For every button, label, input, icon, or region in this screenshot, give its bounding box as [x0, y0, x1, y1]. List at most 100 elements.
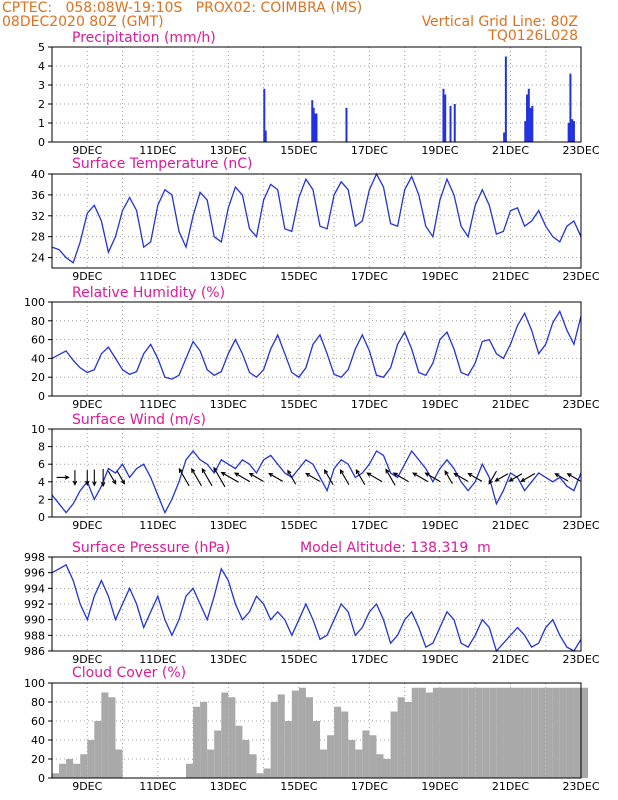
cloud-bar: [376, 754, 384, 778]
temp-xtick-label: 19DEC: [421, 270, 458, 283]
cloud-bar: [581, 687, 589, 778]
cloud-bar: [559, 687, 567, 778]
rh-xtick-label: 15DEC: [280, 398, 317, 411]
temp-frame: [51, 173, 582, 269]
pres-ytick-label: 994: [24, 582, 45, 595]
wind-arrow: [116, 470, 126, 485]
cloud-bar: [263, 768, 271, 778]
precip-bar: [524, 121, 527, 142]
precip-ytick-label: 0: [38, 136, 45, 149]
pres-ytick-label: 986: [24, 645, 45, 658]
cloud-bar: [369, 735, 377, 778]
wind-xtick-label: 11DEC: [139, 519, 176, 532]
cloud-xtick-label: 19DEC: [421, 780, 458, 793]
cloud-bar: [277, 694, 285, 778]
cloud-bar: [446, 687, 455, 778]
cloud-bar: [348, 740, 356, 778]
wind-arrow: [248, 472, 264, 482]
wind-arrow: [554, 473, 569, 482]
cloud-bar: [327, 735, 335, 778]
cloud-bar: [524, 687, 532, 778]
cloud-bar: [341, 711, 349, 778]
pres-ytick-label: 996: [24, 567, 45, 580]
cloud-bar: [214, 730, 222, 778]
precip-frame: [51, 46, 582, 143]
cloud-bar: [59, 763, 67, 778]
cloud-xtick-label: 9DEC: [72, 780, 102, 793]
pres-xtick-label: 13DEC: [210, 653, 247, 666]
wind-arrow: [220, 471, 239, 483]
temp-ytick-label: 24: [31, 252, 45, 265]
cloud-bar: [418, 687, 426, 778]
precip-bar: [569, 73, 572, 142]
temp-ytick-label: 36: [31, 189, 45, 202]
cloud-bar: [439, 687, 447, 778]
rh-frame: [51, 301, 582, 397]
cloud-bar: [101, 692, 109, 778]
wind-arrow: [268, 472, 284, 482]
cloud-bar: [200, 702, 208, 778]
wind-arrow: [467, 472, 483, 482]
precip-panel: 0 1 2 3 4 5 9DEC 11DEC 13DEC 15DEC 17DEC 19DEC 21DEC…: [38, 41, 600, 157]
precip-ytick-label: 5: [38, 41, 45, 54]
wind-xtick-label: 17DEC: [351, 519, 388, 532]
precip-bar: [572, 121, 575, 142]
rh-xtick-label: 23DEC: [562, 398, 599, 411]
wind-arrow: [366, 472, 383, 483]
rh-series-line: [51, 309, 582, 380]
cloud-bar: [52, 773, 60, 778]
precip-bar: [503, 132, 506, 142]
precip-bar: [526, 94, 529, 142]
wind-arrow: [92, 469, 97, 487]
header-grid-line: Vertical Grid Line: 80Z: [422, 14, 578, 30]
temp-title: Surface Temperature (nC): [72, 156, 253, 172]
wind-arrow: [385, 468, 396, 486]
wind-arrow: [213, 466, 226, 488]
precip-bar: [263, 88, 266, 142]
wind-arrow: [339, 468, 350, 486]
wind-arrow: [191, 467, 202, 487]
temp-xtick-label: 15DEC: [280, 270, 317, 283]
cloud-bar: [73, 763, 81, 778]
wind-arrow: [56, 475, 70, 480]
precip-xtick-label: 13DEC: [210, 144, 247, 157]
cloud-bar: [566, 687, 574, 778]
pres-frame: [51, 556, 582, 652]
wind-ytick-label: 0: [38, 511, 45, 524]
cloud-ytick-label: 20: [31, 753, 45, 766]
cloud-bar: [411, 687, 419, 778]
rh-title: Relative Humidity (%): [72, 285, 225, 301]
cloud-bar: [454, 687, 462, 778]
cloud-xtick-label: 21DEC: [492, 780, 529, 793]
cloud-bar: [94, 721, 102, 778]
cloud-ytick-label: 60: [31, 715, 45, 728]
precip-bar: [567, 123, 570, 142]
cloud-bar: [228, 697, 236, 778]
wind-ytick-label: 10: [31, 423, 45, 436]
rh-xtick-label: 17DEC: [351, 398, 388, 411]
cloud-bar: [397, 697, 405, 778]
wind-series-line: [51, 449, 582, 515]
pres-series-line: [51, 563, 582, 653]
precip-xtick-label: 19DEC: [421, 144, 458, 157]
rh-ytick-label: 0: [38, 390, 45, 403]
rh-xtick-label: 21DEC: [492, 398, 529, 411]
cloud-bar: [489, 687, 497, 778]
cloud-bar: [235, 725, 243, 778]
wind-xtick-label: 9DEC: [72, 519, 102, 532]
precip-bar: [442, 88, 445, 142]
wind-ytick-label: 2: [38, 493, 45, 506]
cloud-bar: [207, 749, 215, 778]
cloud-panel: 0 20 40 60 80 100 9DEC 11DEC 13DEC 15DEC 17DEC 19DE…: [24, 677, 600, 793]
precip-bar: [264, 130, 267, 142]
cloud-title: Cloud Cover (%): [72, 665, 186, 681]
cloud-bar: [256, 773, 264, 778]
cloud-bar: [517, 687, 525, 778]
pres-xtick-label: 17DEC: [351, 653, 388, 666]
rh-xtick-label: 11DEC: [139, 398, 176, 411]
cloud-bar: [496, 687, 504, 778]
cloud-bar: [80, 754, 88, 778]
wind-xtick-label: 23DEC: [562, 519, 599, 532]
cloud-bar: [503, 687, 511, 778]
